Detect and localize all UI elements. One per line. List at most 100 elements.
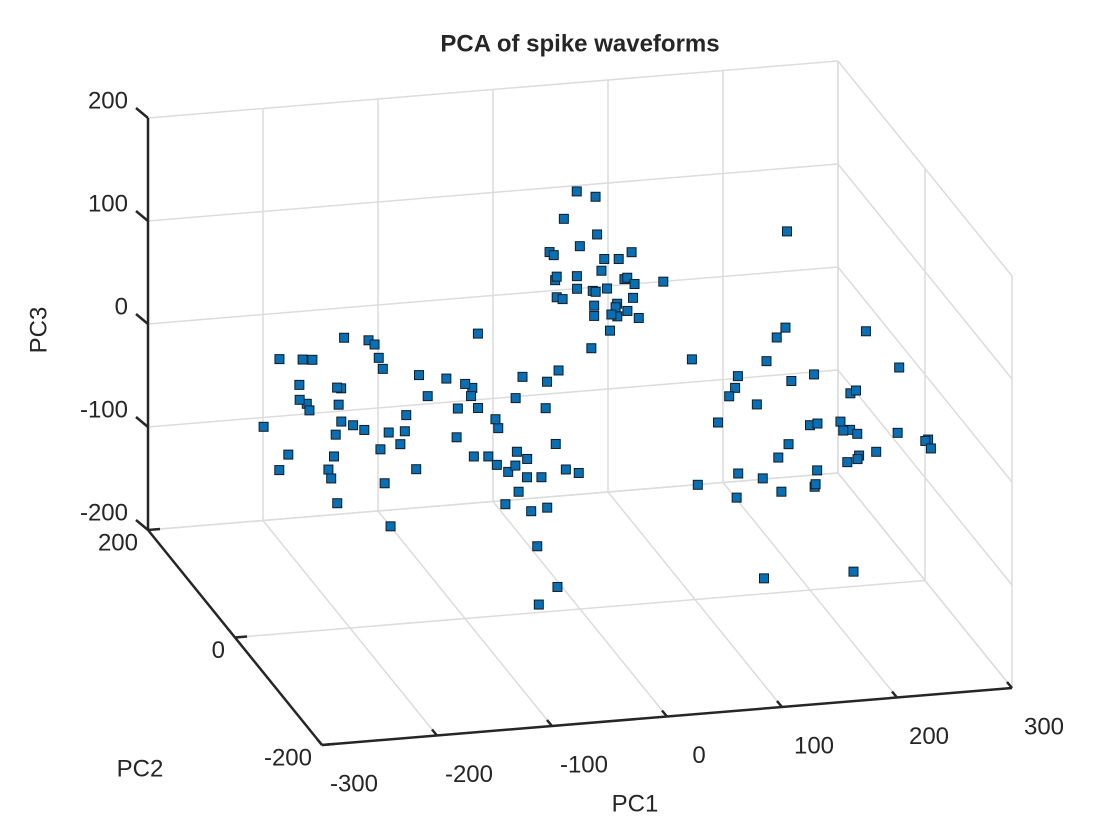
point: [542, 502, 553, 513]
point: [589, 300, 600, 311]
point: [441, 373, 452, 384]
point: [686, 354, 697, 365]
grid-line: [147, 472, 839, 531]
point: [490, 414, 501, 425]
z-tick-label: -100: [80, 396, 128, 423]
y-axis-label: PC2: [117, 755, 164, 782]
z-tick: [135, 519, 149, 531]
point: [852, 454, 863, 465]
x-tick-label: 100: [794, 732, 834, 759]
point: [294, 379, 305, 390]
point: [540, 403, 551, 414]
point: [894, 362, 905, 373]
point: [860, 326, 871, 337]
point: [552, 581, 563, 592]
x-tick-label: 0: [692, 742, 705, 769]
point: [626, 247, 637, 258]
point: [339, 332, 350, 343]
point: [359, 424, 370, 435]
grid-line: [147, 266, 839, 325]
z-tick: [135, 313, 149, 325]
point: [517, 371, 528, 382]
grid-line: [234, 579, 926, 639]
point: [369, 339, 380, 350]
point: [851, 385, 861, 396]
axes: -300 -200 -100 0 100 200 300 -200 0 200 -200 -100 0 1…: [80, 87, 1064, 797]
grid-line: [837, 163, 1013, 380]
point: [333, 399, 344, 410]
x-tick-label: 300: [1024, 713, 1064, 740]
z-tick-label: -200: [80, 499, 128, 526]
point: [330, 429, 341, 440]
point: [606, 309, 617, 320]
point: [730, 382, 741, 393]
point: [773, 452, 784, 463]
point: [713, 417, 723, 428]
point: [526, 506, 537, 517]
point: [332, 382, 343, 393]
point: [329, 451, 339, 462]
z-tick: [135, 210, 149, 222]
point: [658, 276, 669, 287]
x-tick-label: 200: [909, 723, 949, 750]
x-tick: [661, 709, 668, 718]
grid-line: [147, 163, 839, 222]
point: [810, 479, 821, 490]
point: [780, 322, 791, 333]
point: [473, 403, 484, 414]
point: [548, 250, 559, 261]
point: [532, 541, 543, 552]
grid-line: [147, 369, 839, 428]
point: [500, 499, 511, 510]
point: [550, 438, 561, 449]
point: [274, 465, 285, 476]
grid-line: [837, 472, 1013, 689]
y-tick: [147, 527, 161, 532]
point: [574, 241, 585, 252]
point: [622, 272, 633, 283]
x-tick: [1006, 681, 1013, 689]
point: [283, 449, 294, 460]
y-tick-label: 0: [212, 637, 225, 664]
point: [297, 354, 308, 365]
point: [590, 191, 601, 202]
point: [572, 283, 583, 294]
point: [892, 427, 903, 438]
point: [596, 265, 607, 276]
x-tick: [891, 690, 898, 699]
point: [274, 354, 285, 365]
point: [629, 279, 640, 290]
point: [377, 363, 388, 374]
point: [375, 444, 386, 455]
point: [757, 473, 768, 484]
point: [522, 472, 532, 483]
point: [383, 427, 394, 438]
z-tick: [135, 416, 149, 428]
point: [852, 428, 863, 439]
point: [401, 410, 412, 421]
point: [842, 457, 853, 468]
point: [323, 464, 334, 475]
point: [633, 312, 644, 323]
point: [399, 426, 410, 437]
point: [536, 472, 547, 483]
point: [326, 473, 337, 484]
point: [751, 399, 762, 410]
x-axis-label: PC1: [612, 790, 659, 817]
point: [503, 466, 514, 477]
point: [925, 443, 936, 454]
y-tick: [234, 635, 248, 639]
point: [294, 394, 305, 405]
point: [491, 459, 502, 470]
point: [732, 371, 743, 382]
point: [414, 370, 424, 381]
point: [592, 229, 603, 240]
point: [513, 486, 524, 497]
point: [590, 286, 601, 297]
point: [871, 446, 882, 457]
point: [571, 186, 582, 197]
point: [373, 352, 384, 363]
point: [522, 453, 533, 464]
